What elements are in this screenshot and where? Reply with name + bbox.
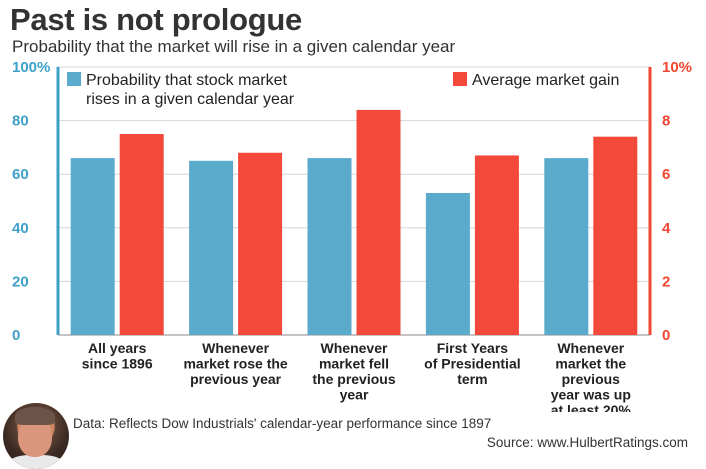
category-label: previous year bbox=[190, 371, 282, 387]
legend-label-gain: Average market gain bbox=[472, 72, 619, 89]
bar-average-gain bbox=[238, 152, 283, 335]
author-avatar bbox=[3, 403, 69, 469]
bar-probability bbox=[425, 192, 470, 335]
category-label: Whenever bbox=[202, 340, 269, 356]
legend-label-probability: rises in a given calendar year bbox=[86, 91, 295, 108]
category-label: at least 20% bbox=[551, 402, 632, 412]
data-footnote: Data: Reflects Dow Industrials' calendar… bbox=[73, 416, 492, 431]
bar-probability bbox=[544, 158, 589, 335]
category-label: term bbox=[457, 371, 487, 387]
category-label: Whenever bbox=[321, 340, 388, 356]
left-tick-label: 0 bbox=[12, 327, 20, 344]
category-label: of Presidential bbox=[424, 356, 520, 372]
right-tick-label: 2 bbox=[662, 273, 670, 290]
bar-average-gain bbox=[593, 136, 638, 335]
category-label: Whenever bbox=[557, 340, 624, 356]
category-label: the previous bbox=[312, 371, 395, 387]
left-tick-label: 100% bbox=[12, 59, 50, 76]
category-label: previous bbox=[562, 371, 621, 387]
right-tick-label: 4 bbox=[662, 220, 671, 237]
category-label: All years bbox=[88, 340, 147, 356]
left-tick-label: 60 bbox=[12, 166, 29, 183]
legend-swatch-gain bbox=[453, 72, 467, 86]
bar-average-gain bbox=[119, 134, 164, 335]
bar-probability bbox=[189, 160, 234, 335]
category-label: market rose the bbox=[183, 356, 287, 372]
category-label: since 1896 bbox=[82, 356, 153, 372]
left-tick-label: 80 bbox=[12, 113, 29, 130]
right-tick-label: 0 bbox=[662, 327, 670, 344]
category-label: market the bbox=[555, 356, 626, 372]
right-tick-label: 6 bbox=[662, 166, 670, 183]
chart-title: Past is not prologue bbox=[10, 2, 302, 37]
source-credit: Source: www.HulbertRatings.com bbox=[486, 435, 688, 450]
bar-average-gain bbox=[356, 109, 401, 335]
legend-swatch-probability bbox=[67, 72, 81, 86]
chart-subtitle: Probability that the market will rise in… bbox=[12, 37, 456, 56]
bar-probability bbox=[307, 158, 352, 335]
category-label: market fell bbox=[319, 356, 389, 372]
right-tick-label: 8 bbox=[662, 113, 670, 130]
legend-label-probability: Probability that stock market bbox=[86, 72, 288, 89]
bar-probability bbox=[70, 158, 115, 335]
category-label: First Years bbox=[437, 340, 509, 356]
right-tick-label: 10% bbox=[662, 59, 692, 76]
left-tick-label: 20 bbox=[12, 273, 29, 290]
left-tick-label: 40 bbox=[12, 220, 29, 237]
bar-average-gain bbox=[474, 155, 519, 335]
category-label: year bbox=[340, 387, 369, 403]
category-label: year was up bbox=[551, 387, 631, 403]
